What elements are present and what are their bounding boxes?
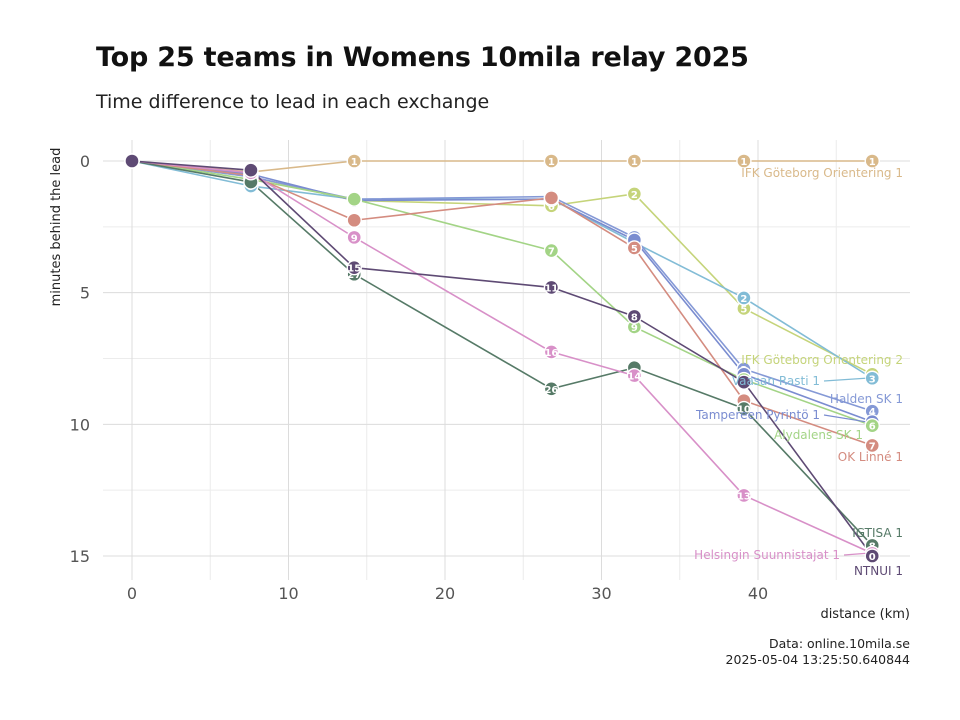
point-rank-label: 13 bbox=[737, 491, 751, 502]
point-rank-label: 9 bbox=[631, 323, 638, 334]
data-point bbox=[864, 437, 880, 454]
point-rank-label: 1 bbox=[740, 157, 747, 168]
data-point bbox=[346, 259, 362, 276]
series-end-label: IFK Göteborg Orientering 2 bbox=[741, 353, 903, 367]
series-line bbox=[131, 160, 873, 376]
series-end-label: OK Linné 1 bbox=[838, 450, 903, 464]
point-rank-label: 1 bbox=[869, 157, 876, 168]
point-rank-label: 6 bbox=[869, 422, 876, 433]
data-point bbox=[736, 400, 752, 417]
data-point bbox=[543, 153, 560, 169]
x-tick-label: 40 bbox=[748, 584, 768, 603]
x-tick-label: 30 bbox=[591, 584, 611, 603]
series-line bbox=[131, 160, 873, 447]
series-end-label: IGTISA 1 bbox=[852, 526, 903, 540]
point-rank-label: 5 bbox=[740, 304, 747, 315]
data-point bbox=[626, 308, 643, 325]
series-end-labels: IFK Göteborg Orientering 1 IFK Göteborg O… bbox=[694, 166, 903, 578]
x-tick-label: 20 bbox=[435, 584, 455, 603]
data-point bbox=[346, 153, 362, 169]
point-rank-label: 14 bbox=[627, 372, 641, 383]
caption-source: Data: online.10mila.se bbox=[769, 636, 910, 651]
label-leader-line bbox=[843, 552, 866, 556]
x-tick-label: 10 bbox=[278, 584, 298, 603]
series-end-label: Helsingin Suunnistajat 1 bbox=[694, 548, 840, 562]
series-end-label: Vaasan Rasti 1 bbox=[732, 374, 820, 388]
y-axis-label: minutes behind the lead bbox=[49, 148, 64, 307]
point-rank-label: 0 bbox=[869, 552, 876, 563]
point-rank-label: 9 bbox=[351, 233, 358, 244]
data-point bbox=[736, 153, 752, 169]
series-end-label: Tampereen Pyrintö 1 bbox=[695, 408, 820, 422]
data-point bbox=[626, 240, 643, 256]
data-point bbox=[543, 381, 560, 397]
point-rank-label: 6 bbox=[548, 202, 555, 213]
data-point bbox=[543, 279, 560, 296]
point-rank-label: 27 bbox=[347, 270, 361, 281]
point-rank-label: 1 bbox=[631, 157, 638, 168]
series-end-label: Alydalens SK 1 bbox=[774, 428, 863, 442]
chart-subtitle: Time difference to lead in each exchange bbox=[96, 91, 490, 113]
data-point bbox=[543, 190, 560, 206]
label-leader-line bbox=[823, 414, 866, 423]
chart-caption: Data: online.10mila.se 2025-05-04 13:25:… bbox=[726, 636, 910, 668]
data-point bbox=[864, 548, 880, 564]
point-rank-label: 1 bbox=[351, 157, 358, 168]
data-point bbox=[243, 162, 259, 178]
y-tick-label: 5 bbox=[80, 284, 90, 303]
point-rank-label: 15 bbox=[347, 264, 361, 275]
point-rank-label: 10 bbox=[737, 405, 751, 416]
data-point bbox=[864, 153, 880, 169]
data-point bbox=[346, 229, 362, 246]
data-point bbox=[543, 344, 560, 360]
point-rank-label: 16 bbox=[544, 348, 558, 359]
data-point bbox=[626, 186, 643, 202]
data-point bbox=[543, 242, 560, 259]
point-rank-label: 3 bbox=[869, 374, 876, 385]
series-line bbox=[131, 160, 873, 379]
data-point bbox=[346, 191, 362, 207]
point-rank-label: 1 bbox=[548, 157, 555, 168]
data-point bbox=[864, 417, 880, 434]
series-points: 1111116252523343345796572726108916141391… bbox=[124, 153, 880, 564]
series-end-label: NTNUI 1 bbox=[854, 564, 903, 578]
label-leader-line bbox=[823, 377, 866, 382]
point-rank-label: 4 bbox=[869, 407, 876, 418]
point-rank-label: 2 bbox=[740, 294, 747, 305]
point-rank-label: 7 bbox=[869, 441, 876, 452]
x-tick-label: 0 bbox=[127, 584, 137, 603]
point-rank-label: 7 bbox=[548, 247, 555, 258]
data-point bbox=[626, 153, 643, 169]
y-tick-label: 15 bbox=[70, 547, 90, 566]
point-rank-label: 11 bbox=[544, 283, 558, 294]
data-point bbox=[626, 367, 643, 384]
series-end-label: Halden SK 1 bbox=[830, 392, 903, 406]
data-point bbox=[736, 290, 752, 306]
point-rank-label: 5 bbox=[631, 244, 638, 255]
data-point bbox=[736, 374, 752, 390]
chart-title: Top 25 teams in Womens 10mila relay 2025 bbox=[96, 42, 749, 73]
x-axis-label: distance (km) bbox=[820, 607, 910, 622]
data-point bbox=[346, 212, 362, 228]
series-end-label: IFK Göteborg Orientering 1 bbox=[741, 166, 903, 180]
point-rank-label: 2 bbox=[631, 190, 638, 201]
data-point bbox=[736, 487, 752, 504]
point-rank-label: 8 bbox=[631, 312, 638, 323]
point-rank-label: 26 bbox=[544, 385, 558, 396]
data-point bbox=[124, 153, 140, 169]
y-tick-label: 0 bbox=[80, 152, 90, 171]
y-tick-label: 10 bbox=[70, 415, 90, 434]
caption-timestamp: 2025-05-04 13:25:50.640844 bbox=[725, 652, 910, 667]
